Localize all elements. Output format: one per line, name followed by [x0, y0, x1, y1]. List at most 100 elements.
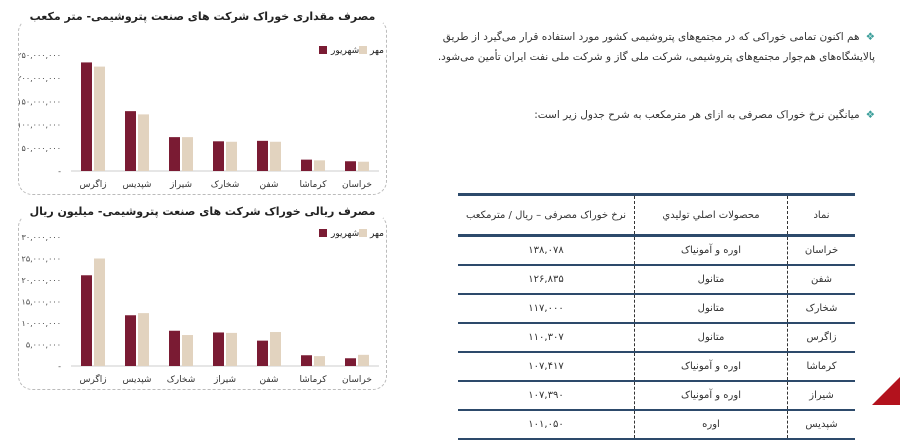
table-cell: متانول: [634, 323, 788, 353]
table-cell: اوره و آمونیاک: [634, 235, 788, 266]
y-tick-label: ۱۰۰,۰۰۰,۰۰۰: [19, 121, 61, 130]
table-row: شفن متانول ۱۲۶,۸۳۵: [458, 265, 855, 295]
bar-mehr: [138, 114, 149, 171]
x-tick-label: خراسان: [342, 180, 372, 190]
y-tick-label: ۳۰,۰۰۰,۰۰۰: [22, 233, 61, 242]
chart-title: مصرف مقداری خوراک شرکت های صنعت پتروشیمی…: [19, 10, 386, 23]
x-tick-label: شخارک: [211, 179, 240, 190]
y-tick-label: ۱۵۰,۰۰۰,۰۰۰: [19, 97, 61, 106]
table-cell: ۱۳۸,۰۷۸: [458, 235, 635, 266]
table-cell: خراسان: [787, 235, 855, 266]
legend-swatch: [359, 229, 367, 237]
legend-label: مهر: [369, 46, 384, 56]
x-tick-label: خراسان: [342, 375, 372, 385]
table-row: شیراز اوره و آمونیاک ۱۰۷,۳۹۰: [458, 381, 855, 411]
table-cell: ۱۱۰,۳۰۷: [458, 323, 635, 353]
y-tick-label: ۵,۰۰۰,۰۰۰: [26, 341, 61, 350]
legend-swatch: [319, 46, 327, 54]
feed-rate-table: نماد محصولات اصلي توليدي نرخ خوراک مصرفی…: [458, 193, 855, 440]
table-cell: کرماشا: [787, 352, 855, 382]
table-cell: ۱۱۷,۰۰۰: [458, 294, 635, 324]
x-tick-label: شیراز: [213, 375, 236, 385]
header-rate: نرخ خوراک مصرفی – ریال / مترمکعب: [458, 193, 635, 237]
x-tick-label: زاگرس: [79, 178, 106, 190]
bar-shahrivar: [81, 275, 92, 366]
table-row: زاگرس متانول ۱۱۰,۳۰۷: [458, 323, 855, 353]
table-row: شپدیس اوره ۱۰۱,۰۵۰: [458, 410, 855, 440]
bar-shahrivar: [125, 315, 136, 366]
legend-label: مهر: [369, 229, 384, 239]
table-row: کرماشا اوره و آمونیاک ۱۰۷,۴۱۷: [458, 352, 855, 382]
x-tick-label: کرماشا: [299, 180, 327, 190]
legend-swatch: [359, 46, 367, 54]
x-tick-label: کرماشا: [299, 375, 327, 385]
bar-mehr: [182, 137, 193, 171]
table-cell: ۱۰۷,۴۱۷: [458, 352, 635, 382]
y-tick-label: ۱۵,۰۰۰,۰۰۰: [22, 298, 61, 307]
bar-mehr: [270, 332, 281, 366]
bar-mehr: [270, 141, 281, 171]
x-tick-label: شخارک: [167, 374, 196, 385]
bar-shahrivar: [125, 111, 136, 171]
bar-mehr: [94, 66, 105, 171]
table-row: شخارک متانول ۱۱۷,۰۰۰: [458, 294, 855, 324]
header-products: محصولات اصلي توليدي: [634, 193, 788, 237]
bar-mehr: [358, 161, 369, 171]
x-tick-label: شفن: [260, 375, 279, 385]
table-row: خراسان اوره و آمونیاک ۱۳۸,۰۷۸: [458, 235, 855, 266]
bar-shahrivar: [169, 330, 180, 366]
y-tick-label: ۵۰,۰۰۰,۰۰۰: [22, 144, 61, 153]
bar-mehr: [94, 258, 105, 366]
bar-mehr: [314, 160, 325, 171]
bar-mehr: [358, 354, 369, 366]
header-symbol: نماد: [787, 193, 855, 237]
paragraph-2: ❖میانگین نرخ خوراک مصرفی به ازای هر مترم…: [534, 109, 875, 121]
chart-volume: مصرف مقداری خوراک شرکت های صنعت پتروشیمی…: [17, 10, 387, 195]
bar-shahrivar: [345, 358, 356, 366]
y-tick-label: ۲۰,۰۰۰,۰۰۰: [22, 276, 61, 285]
bar-shahrivar: [345, 161, 356, 171]
y-tick-label: ۲۵۰,۰۰۰,۰۰۰: [19, 51, 61, 60]
bar-shahrivar: [301, 355, 312, 366]
table-cell: شپدیس: [787, 410, 855, 440]
table-cell: اوره و آمونیاک: [634, 381, 788, 411]
paragraph-1: ❖هم اکنون تمامی خوراکی که در مجتمع‌های پ…: [437, 31, 875, 63]
x-tick-label: زاگرس: [79, 373, 106, 385]
table-cell: زاگرس: [787, 323, 855, 353]
bullet-icon: ❖: [865, 109, 875, 121]
table-cell: شیراز: [787, 381, 855, 411]
table-cell: متانول: [634, 265, 788, 295]
legend-label: شهریور: [330, 46, 359, 56]
table-cell: ۱۰۷,۳۹۰: [458, 381, 635, 411]
chart-title: مصرف ریالی خوراک شرکت های صنعت پتروشیمی-…: [19, 205, 386, 218]
bar-shahrivar: [213, 332, 224, 366]
bar-mehr: [226, 141, 237, 171]
chart-svg: - ۵,۰۰۰,۰۰۰ ۱۰,۰۰۰,۰۰۰ ۱۵,۰۰۰,۰۰۰ ۲۰,۰۰۰,۰۰۰…: [22, 229, 384, 385]
bar-shahrivar: [213, 141, 224, 171]
bar-shahrivar: [169, 137, 180, 171]
bar-shahrivar: [257, 340, 268, 366]
chart-rial: مصرف ریالی خوراک شرکت های صنعت پتروشیمی-…: [18, 205, 387, 390]
bar-mehr: [314, 356, 325, 366]
x-tick-label: شیراز: [169, 180, 192, 190]
x-tick-label: شپدیس: [123, 375, 152, 385]
legend-label: شهریور: [330, 229, 359, 239]
table-cell: اوره: [634, 410, 788, 440]
bar-shahrivar: [301, 159, 312, 171]
x-tick-label: شپدیس: [123, 180, 152, 190]
bullet-icon: ❖: [865, 31, 875, 43]
table-header: نماد محصولات اصلي توليدي نرخ خوراک مصرفی…: [458, 193, 855, 237]
legend-swatch: [319, 229, 327, 237]
table-cell: ۱۲۶,۸۳۵: [458, 265, 635, 295]
y-tick-label: -: [58, 362, 61, 371]
decorative-corner: [872, 377, 900, 405]
table-cell: شفن: [787, 265, 855, 295]
y-tick-label: ۱۰,۰۰۰,۰۰۰: [22, 319, 61, 328]
bar-mehr: [182, 335, 193, 366]
table-cell: ۱۰۱,۰۵۰: [458, 410, 635, 440]
bar-mehr: [138, 313, 149, 366]
table-cell: متانول: [634, 294, 788, 324]
chart-svg: - ۵۰,۰۰۰,۰۰۰ ۱۰۰,۰۰۰,۰۰۰ ۱۵۰,۰۰۰,۰۰۰ ۲۰۰,۰۰۰…: [17, 46, 384, 190]
x-tick-label: شفن: [260, 180, 279, 190]
y-tick-label: ۲۵,۰۰۰,۰۰۰: [22, 255, 61, 264]
